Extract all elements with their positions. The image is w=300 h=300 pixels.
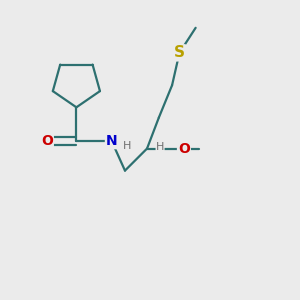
Text: S: S (174, 45, 185, 60)
Text: N: N (106, 134, 118, 148)
Text: O: O (178, 142, 190, 155)
Text: H: H (156, 142, 164, 152)
Text: H: H (123, 141, 131, 151)
Text: O: O (41, 134, 53, 148)
